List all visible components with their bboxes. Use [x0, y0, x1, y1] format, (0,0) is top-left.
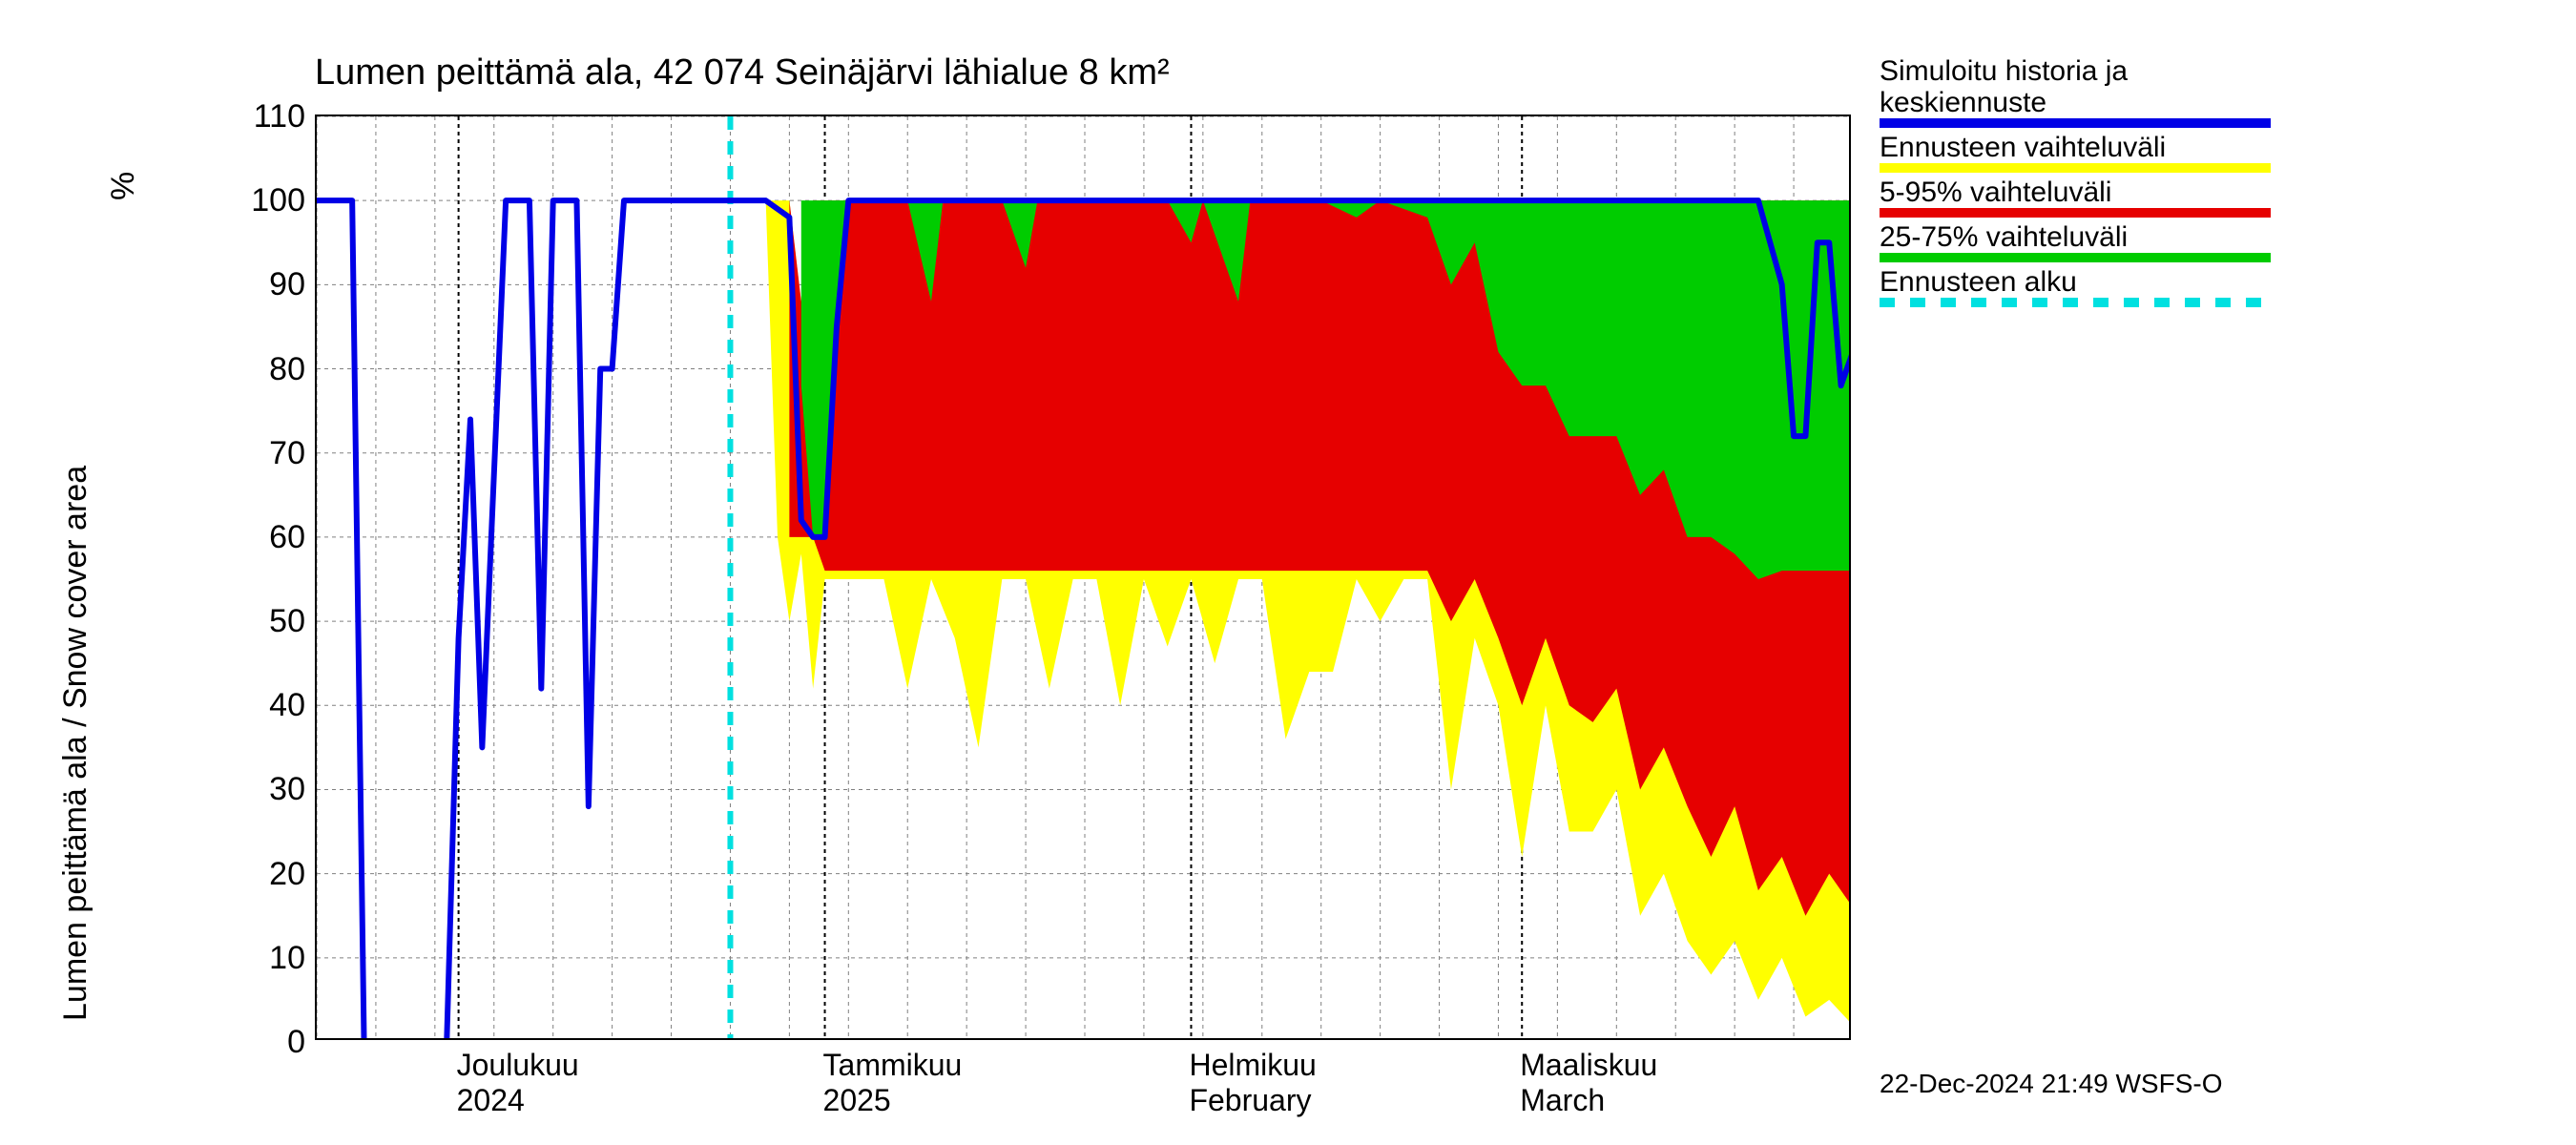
y-tick: 70 [219, 435, 305, 472]
y-tick: 0 [219, 1024, 305, 1061]
y-tick: 80 [219, 351, 305, 388]
legend-label: Ennusteen alku [1880, 266, 2271, 298]
y-tick: 60 [219, 519, 305, 556]
y-tick: 10 [219, 940, 305, 977]
y-tick: 40 [219, 687, 305, 724]
plot-area [315, 114, 1851, 1040]
chart-stage: Lumen peittämä ala, 42 074 Seinäjärvi lä… [0, 0, 2576, 1145]
legend-item: 5-95% vaihteluväli [1880, 177, 2271, 218]
legend-item: 25-75% vaihteluväli [1880, 221, 2271, 262]
y-axis-label: Lumen peittämä ala / Snow cover area [57, 466, 94, 1021]
chart-title: Lumen peittämä ala, 42 074 Seinäjärvi lä… [315, 52, 1170, 94]
x-tick: Helmikuu February [1189, 1048, 1316, 1118]
legend-item: Ennusteen vaihteluväli [1880, 132, 2271, 173]
footer-timestamp: 22-Dec-2024 21:49 WSFS-O [1880, 1069, 2223, 1099]
legend-swatch [1880, 208, 2271, 218]
legend-swatch [1880, 163, 2271, 173]
legend-swatch [1880, 298, 2271, 307]
y-axis-unit: % [105, 172, 142, 200]
legend-swatch [1880, 253, 2271, 262]
legend-label: Simuloitu historia ja keskiennuste [1880, 55, 2271, 118]
y-tick: 90 [219, 266, 305, 303]
legend: Simuloitu historia ja keskiennuste Ennust… [1880, 55, 2271, 311]
legend-label: 5-95% vaihteluväli [1880, 177, 2271, 208]
y-tick: 20 [219, 856, 305, 893]
legend-item: Simuloitu historia ja keskiennuste [1880, 55, 2271, 128]
plot-svg [317, 116, 1851, 1040]
x-tick: Tammikuu 2025 [823, 1048, 963, 1118]
y-tick: 100 [219, 182, 305, 219]
y-tick: 30 [219, 771, 305, 808]
legend-item: Ennusteen alku [1880, 266, 2271, 307]
y-tick: 110 [219, 98, 305, 135]
y-tick: 50 [219, 603, 305, 640]
legend-swatch [1880, 118, 2271, 128]
x-tick: Joulukuu 2024 [457, 1048, 579, 1118]
x-tick: Maaliskuu March [1520, 1048, 1657, 1118]
legend-label: Ennusteen vaihteluväli [1880, 132, 2271, 163]
legend-label: 25-75% vaihteluväli [1880, 221, 2271, 253]
